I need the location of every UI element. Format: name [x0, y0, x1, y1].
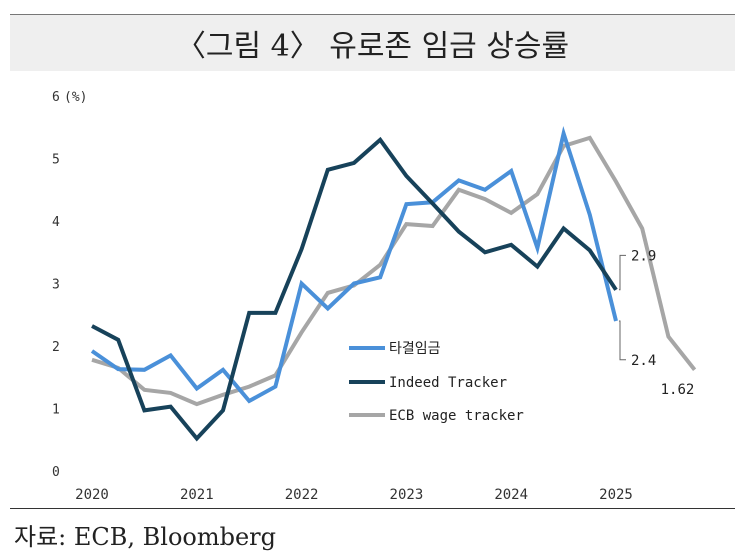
- annotation-leader-2-4: [619, 320, 626, 361]
- x-tick-label-2021: 2021: [180, 487, 214, 503]
- annotation-label-2-4: 2.4: [631, 353, 656, 369]
- legend-label-ecb-wage-tracker: ECB wage tracker: [389, 408, 524, 424]
- x-tick-label-2022: 2022: [285, 487, 319, 503]
- source-note: 자료: ECB, Bloomberg: [14, 523, 277, 551]
- y-axis-unit: (%): [64, 90, 87, 105]
- x-tick-label-2024: 2024: [494, 487, 528, 503]
- y-axis: 0 1 2 3 4 5 6 (%): [52, 90, 87, 480]
- bottom-rule: [10, 508, 735, 509]
- annotation-leader-2-9: [619, 254, 626, 291]
- y-tick-label-5: 5: [52, 153, 60, 168]
- annotation-label-2-9: 2.9: [631, 248, 656, 264]
- annotation-label-1-62: 1.62: [661, 382, 695, 398]
- y-tick-label-3: 3: [52, 278, 60, 293]
- legend-label-indeed-tracker: Indeed Tracker: [389, 375, 507, 391]
- x-tick-label-2023: 2023: [390, 487, 424, 503]
- y-tick-label-1: 1: [52, 403, 60, 418]
- series-lines: [90, 125, 697, 442]
- y-tick-label-4: 4: [52, 215, 60, 230]
- legend: 타결임금 Indeed Tracker ECB wage tracker: [349, 341, 524, 424]
- end-annotations: 2.9 2.4 1.62: [619, 248, 695, 398]
- chart-title: 〈그림 4〉 유로존 임금 상승률: [175, 29, 570, 64]
- y-tick-label-2: 2: [52, 340, 60, 355]
- x-tick-label-2025: 2025: [599, 487, 633, 503]
- chart-title-bar: 〈그림 4〉 유로존 임금 상승률: [10, 14, 735, 71]
- legend-label-negotiated-wage: 타결임금: [389, 341, 441, 357]
- y-tick-label-6: 6: [52, 90, 60, 105]
- x-axis: 2020 2021 2022 2023 2024 2025: [75, 487, 633, 503]
- x-tick-label-2020: 2020: [75, 487, 109, 503]
- y-tick-label-0: 0: [52, 465, 60, 480]
